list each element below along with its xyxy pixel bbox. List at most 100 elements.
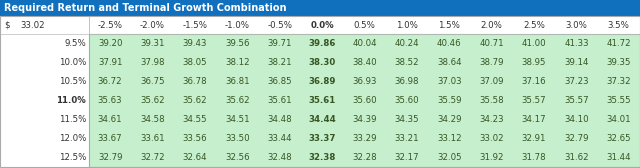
Text: 32.17: 32.17 — [395, 153, 419, 162]
Text: 36.85: 36.85 — [268, 77, 292, 86]
Text: 9.5%: 9.5% — [64, 39, 86, 48]
Text: 36.78: 36.78 — [182, 77, 207, 86]
Text: 38.64: 38.64 — [437, 58, 461, 67]
Text: 35.60: 35.60 — [352, 96, 377, 105]
Text: 31.92: 31.92 — [479, 153, 504, 162]
Text: 33.44: 33.44 — [268, 134, 292, 143]
Text: 41.33: 41.33 — [564, 39, 589, 48]
Text: 39.86: 39.86 — [308, 39, 336, 48]
Text: 32.64: 32.64 — [182, 153, 207, 162]
Text: 35.61: 35.61 — [308, 96, 336, 105]
Bar — [0, 129, 89, 148]
Text: 33.02: 33.02 — [479, 134, 504, 143]
Text: 40.71: 40.71 — [479, 39, 504, 48]
Text: 35.55: 35.55 — [607, 96, 631, 105]
Text: 33.12: 33.12 — [437, 134, 461, 143]
Text: 38.52: 38.52 — [395, 58, 419, 67]
Text: 32.48: 32.48 — [268, 153, 292, 162]
Text: 31.78: 31.78 — [522, 153, 547, 162]
Text: 39.56: 39.56 — [225, 39, 250, 48]
Text: 39.71: 39.71 — [268, 39, 292, 48]
Text: 35.57: 35.57 — [522, 96, 547, 105]
Text: 38.30: 38.30 — [308, 58, 336, 67]
Text: 35.61: 35.61 — [268, 96, 292, 105]
Bar — [0, 72, 89, 91]
Text: 33.29: 33.29 — [352, 134, 377, 143]
Text: 34.51: 34.51 — [225, 115, 250, 124]
Text: 32.72: 32.72 — [140, 153, 165, 162]
Text: 33.50: 33.50 — [225, 134, 250, 143]
Text: 1.5%: 1.5% — [438, 20, 460, 30]
Text: 36.72: 36.72 — [98, 77, 122, 86]
Text: 38.79: 38.79 — [479, 58, 504, 67]
Text: -0.5%: -0.5% — [268, 20, 292, 30]
Text: 31.44: 31.44 — [607, 153, 631, 162]
Text: 34.58: 34.58 — [140, 115, 165, 124]
Text: 35.59: 35.59 — [437, 96, 461, 105]
Text: 35.57: 35.57 — [564, 96, 589, 105]
Text: 2.5%: 2.5% — [523, 20, 545, 30]
Text: 0.0%: 0.0% — [310, 20, 334, 30]
Text: 34.10: 34.10 — [564, 115, 589, 124]
Bar — [0, 0, 640, 16]
Text: 33.67: 33.67 — [98, 134, 122, 143]
Text: 10.0%: 10.0% — [59, 58, 86, 67]
Text: 35.58: 35.58 — [479, 96, 504, 105]
Text: 40.04: 40.04 — [352, 39, 377, 48]
Bar — [89, 34, 640, 167]
Text: 34.23: 34.23 — [479, 115, 504, 124]
Bar — [89, 34, 640, 167]
Text: 35.62: 35.62 — [225, 96, 250, 105]
Text: 38.21: 38.21 — [268, 58, 292, 67]
Bar — [0, 34, 89, 53]
Text: 37.03: 37.03 — [437, 77, 461, 86]
Text: 41.72: 41.72 — [607, 39, 631, 48]
Text: 32.38: 32.38 — [308, 153, 336, 162]
Text: 40.24: 40.24 — [395, 39, 419, 48]
Text: 34.01: 34.01 — [607, 115, 631, 124]
Text: 39.35: 39.35 — [607, 58, 631, 67]
Bar — [0, 16, 640, 167]
Text: 11.0%: 11.0% — [56, 96, 86, 105]
Text: Required Return and Terminal Growth Combination: Required Return and Terminal Growth Comb… — [4, 3, 287, 13]
Text: 38.95: 38.95 — [522, 58, 547, 67]
Text: 37.98: 37.98 — [140, 58, 165, 67]
Text: 38.05: 38.05 — [182, 58, 207, 67]
Text: 32.79: 32.79 — [564, 134, 589, 143]
Bar — [0, 91, 89, 110]
Text: 33.21: 33.21 — [395, 134, 419, 143]
Text: 35.62: 35.62 — [140, 96, 165, 105]
Text: 37.91: 37.91 — [98, 58, 122, 67]
Text: 32.28: 32.28 — [352, 153, 377, 162]
Text: 37.16: 37.16 — [522, 77, 547, 86]
Text: 0.5%: 0.5% — [353, 20, 376, 30]
Text: 39.20: 39.20 — [98, 39, 122, 48]
Text: 35.62: 35.62 — [182, 96, 207, 105]
Text: 32.79: 32.79 — [98, 153, 122, 162]
Text: 35.60: 35.60 — [395, 96, 419, 105]
Text: 36.93: 36.93 — [352, 77, 377, 86]
Text: 11.5%: 11.5% — [59, 115, 86, 124]
Text: 3.0%: 3.0% — [566, 20, 588, 30]
Text: 36.81: 36.81 — [225, 77, 250, 86]
Text: 34.29: 34.29 — [437, 115, 461, 124]
Text: 39.43: 39.43 — [182, 39, 207, 48]
Text: -1.5%: -1.5% — [182, 20, 207, 30]
Text: 36.75: 36.75 — [140, 77, 165, 86]
Text: 12.5%: 12.5% — [59, 153, 86, 162]
Text: 12.0%: 12.0% — [59, 134, 86, 143]
Text: $: $ — [4, 20, 10, 30]
Text: 37.32: 37.32 — [607, 77, 631, 86]
Text: 37.23: 37.23 — [564, 77, 589, 86]
Text: 34.48: 34.48 — [268, 115, 292, 124]
Text: 32.65: 32.65 — [607, 134, 631, 143]
Text: 34.55: 34.55 — [182, 115, 207, 124]
Bar — [0, 16, 640, 34]
Text: 35.63: 35.63 — [98, 96, 122, 105]
Text: 38.12: 38.12 — [225, 58, 250, 67]
Text: 34.17: 34.17 — [522, 115, 547, 124]
Text: 34.35: 34.35 — [395, 115, 419, 124]
Text: 39.31: 39.31 — [140, 39, 165, 48]
Text: 39.14: 39.14 — [564, 58, 589, 67]
Text: 10.5%: 10.5% — [59, 77, 86, 86]
